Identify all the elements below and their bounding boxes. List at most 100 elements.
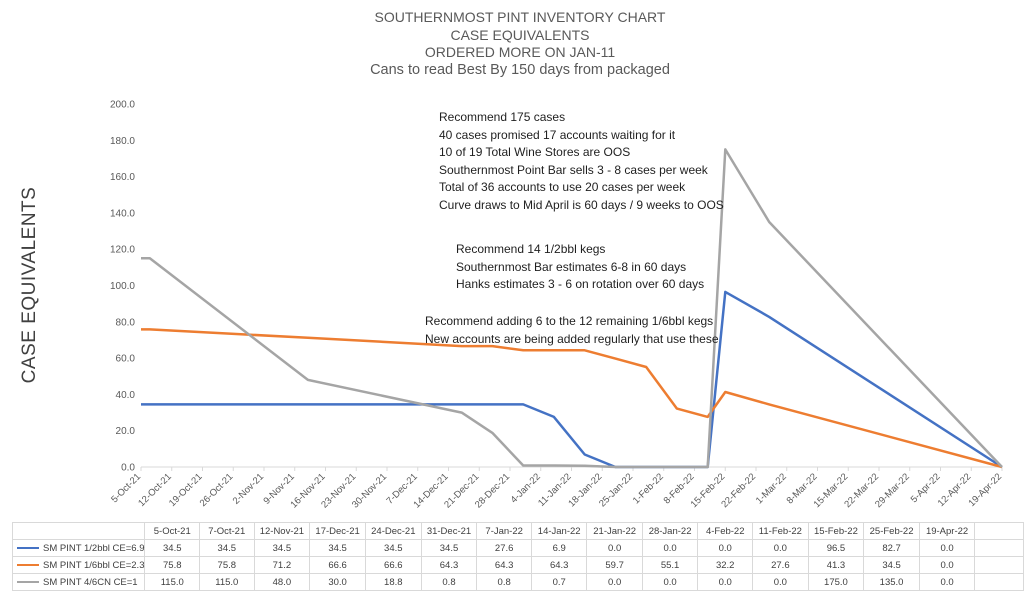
table-cell: 0.0 [697,573,754,591]
table-cell: 71.2 [253,556,311,574]
annotation-line: New accounts are being added regularly t… [425,331,719,346]
table-cell: 34.5 [199,539,255,557]
table-cell: 75.8 [199,556,255,574]
table-date-header: 25-Feb-22 [863,522,920,540]
series-line-3 [141,148,1003,469]
table-cell: 82.7 [863,539,920,557]
annotation-line: 10 of 19 Total Wine Stores are OOS [439,145,631,160]
table-cell: 135.0 [863,573,920,591]
chart-title: SOUTHERNMOST PINT INVENTORY CHART CASE E… [200,9,840,79]
table-cell: 0.8 [420,573,478,591]
table-cell: 34.5 [420,539,478,557]
x-tick-label: 1-Feb-22 [631,471,666,506]
table-row: SM PINT 1/6bbl CE=2.3 75.8 75.8 71.2 66.6 66.… [11,556,1024,574]
annotation-sixth-bbl: Recommend adding 6 to the 12 remaining 1… [425,313,719,348]
table-cell: 41.3 [807,556,865,574]
table-cell: 55.1 [641,556,699,574]
annotation-line: Southernmost Point Bar sells 3 - 8 cases… [439,162,708,177]
data-table: 5-Oct-21 7-Oct-21 12-Nov-21 17-Dec-21 24-Dec… [11,522,1024,591]
annotation-line: Recommend adding 6 to the 12 remaining 1… [425,314,714,328]
table-cell: 34.5 [144,539,201,557]
title-line-1: SOUTHERNMOST PINT INVENTORY CHART [374,9,666,25]
x-tick-label: 1-Mar-22 [754,471,789,506]
annotation-line: 40 cases promised 17 accounts waiting fo… [439,127,676,142]
title-line-3: ORDERED MORE ON JAN-11 [424,44,616,60]
table-cell: 64.3 [530,556,588,574]
series-name: SM PINT 1/2bbl CE=6.9 [43,542,145,554]
legend-swatch [17,580,39,584]
annotation-line: Hanks estimates 3 - 6 on rotation over 6… [456,277,705,292]
table-cell: 0.0 [641,573,699,591]
table-cell: 175.0 [807,573,865,591]
annotation-cases: Recommend 175 cases 40 cases promised 17… [439,109,724,215]
table-cell: 66.6 [364,556,422,574]
table-cell: 27.6 [476,539,532,557]
table-date-header: 11-Feb-22 [752,522,809,540]
series-name: SM PINT 1/6bbl CE=2.3 [43,559,145,571]
annotation-half-bbl: Recommend 14 1/2bbl kegs Southernmost Ba… [456,241,704,294]
table-cell: 66.6 [309,556,366,574]
y-tick-label: 180.0 [110,136,135,147]
table-cell: 115.0 [199,573,255,591]
x-tick-label: 2-Nov-21 [231,471,266,506]
table-cell: 0.0 [697,539,754,557]
table-cell: 6.9 [530,539,588,557]
table-cell: 34.5 [364,539,422,557]
y-tick-label: 40.0 [116,390,136,401]
table-cell: 0.0 [752,539,809,557]
annotation-line: Recommend 175 cases [439,110,566,124]
table-date-header: 19-Apr-22 [918,522,976,540]
y-tick-label: 200.0 [110,100,135,111]
table-date-header: 14-Jan-22 [530,522,588,540]
table-date-header: 31-Dec-21 [420,522,478,540]
table-cell: 59.7 [586,556,643,574]
table-date-header: 21-Jan-22 [586,522,643,540]
table-date-header: 7-Jan-22 [476,522,532,540]
y-tick-label: 100.0 [110,281,135,292]
table-date-header: 15-Feb-22 [807,522,865,540]
table-row: SM PINT 1/2bbl CE=6.9 34.5 34.5 34.5 34.5 34.… [11,539,1024,557]
table-cell: 0.0 [586,539,643,557]
table-cell: 0.0 [586,573,643,591]
y-tick-label: 140.0 [110,208,135,219]
y-tick-label: 60.0 [116,354,136,365]
y-tick-label: 0.0 [121,463,135,474]
table-cell: 0.0 [918,556,976,574]
table-header-row: 5-Oct-21 7-Oct-21 12-Nov-21 17-Dec-21 24-Dec… [11,522,1024,540]
annotation-line: Total of 36 accounts to use 20 cases per… [439,180,686,195]
series-line-2 [141,328,1003,469]
y-tick-label: 160.0 [110,172,135,183]
table-cell: 0.0 [752,573,809,591]
table-corner-cell [11,522,146,540]
table-empty-cell [974,522,1024,540]
table-cell: 75.8 [144,556,201,574]
annotation-line: Curve draws to Mid April is 60 days / 9 … [439,197,724,212]
series-label-cell: SM PINT 4/6CN CE=1 [11,573,146,591]
table-cell: 27.6 [752,556,809,574]
table-empty-cell [974,556,1024,574]
table-row: SM PINT 4/6CN CE=1 115.0 115.0 48.0 30.0 18.8… [11,573,1024,591]
y-tick-label: 20.0 [116,426,136,437]
table-cell: 34.5 [253,539,311,557]
x-tick-label: 26-Oct-21 [198,471,236,509]
x-tick-label: 19-Apr-22 [966,471,1004,509]
title-line-4: Cans to read Best By 150 days from packa… [370,61,670,78]
table-date-header: 4-Feb-22 [697,522,754,540]
table-cell: 64.3 [476,556,532,574]
y-tick-label: 120.0 [110,245,135,256]
table-cell: 115.0 [144,573,201,591]
table-cell: 32.2 [697,556,754,574]
table-cell: 30.0 [309,573,366,591]
table-cell: 64.3 [420,556,478,574]
title-line-2: CASE EQUIVALENTS [450,26,590,43]
table-cell: 0.7 [530,573,588,591]
table-cell: 0.8 [476,573,532,591]
table-date-header: 5-Oct-21 [144,522,201,540]
table-cell: 0.0 [641,539,699,557]
line-chart: 0.0 20.0 40.0 60.0 80.0 100.0 120.0 140.0 160.0 1… [109,100,1004,511]
table-cell: 0.0 [918,539,976,557]
legend-swatch [17,546,39,550]
annotation-line: Southernmost Bar estimates 6-8 in 60 day… [456,259,687,274]
table-empty-cell [974,539,1024,557]
table-cell: 96.5 [807,539,865,557]
